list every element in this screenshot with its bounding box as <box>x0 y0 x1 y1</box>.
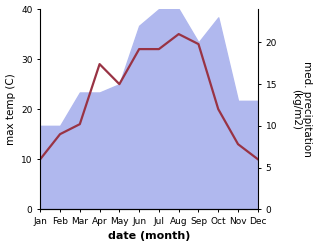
X-axis label: date (month): date (month) <box>108 231 190 242</box>
Y-axis label: med. precipitation
(kg/m2): med. precipitation (kg/m2) <box>291 61 313 157</box>
Y-axis label: max temp (C): max temp (C) <box>5 73 16 145</box>
